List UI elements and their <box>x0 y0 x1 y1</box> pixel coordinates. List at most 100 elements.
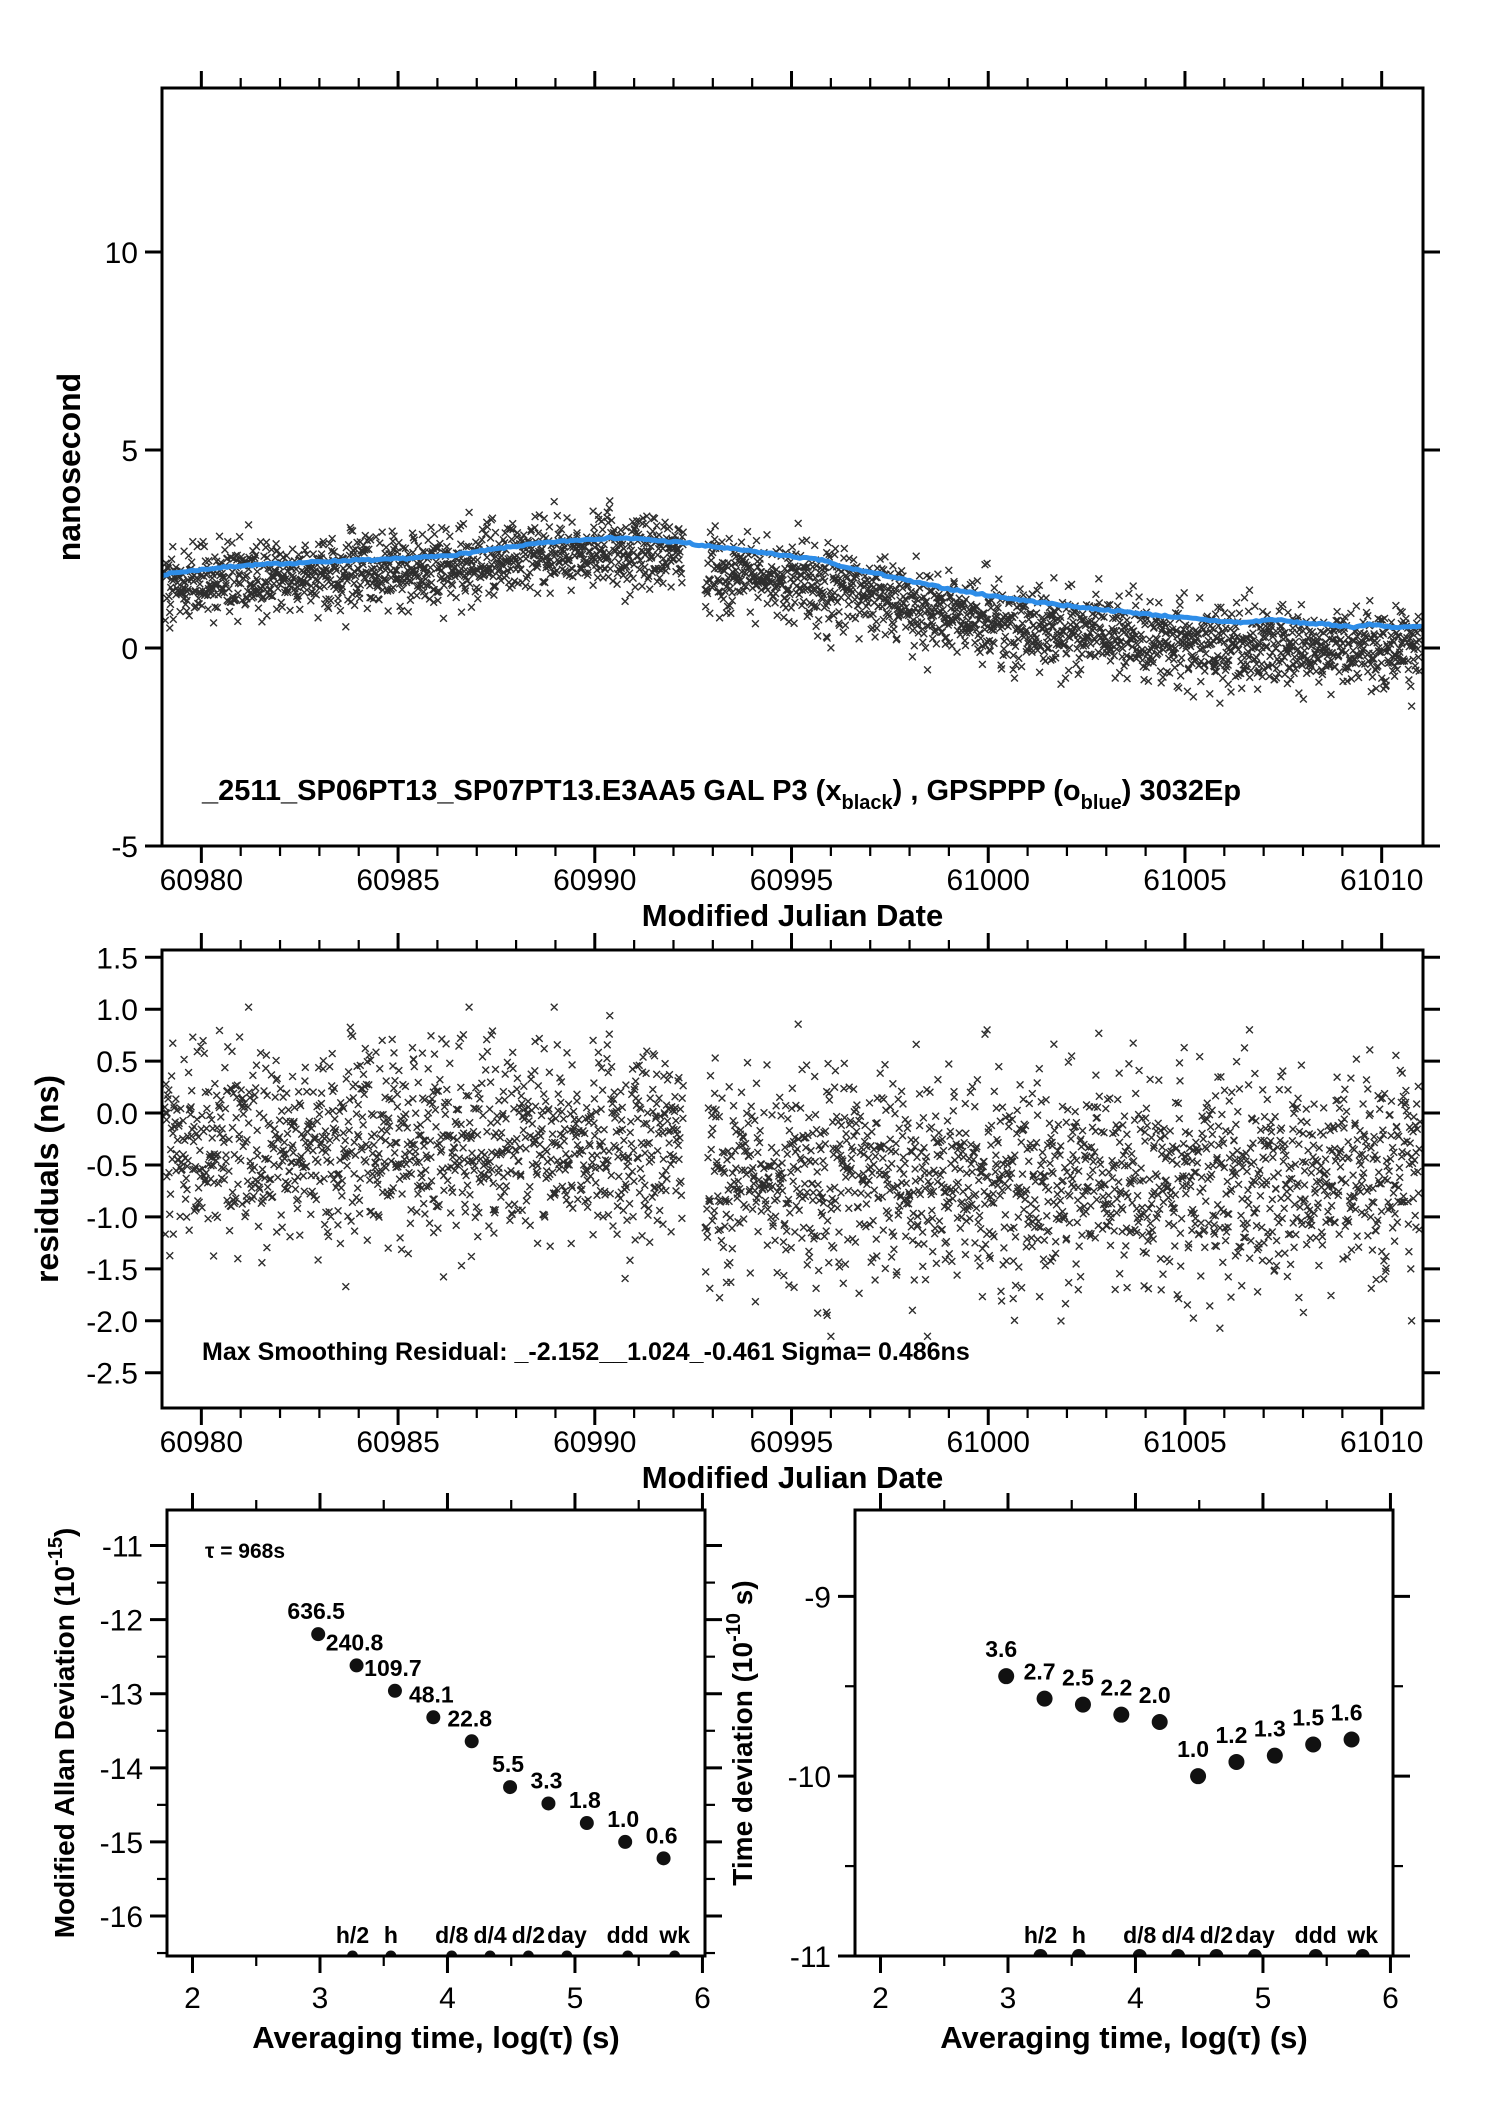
y-tick-label: 0 <box>121 633 138 666</box>
x-tick-label: 61010 <box>1340 1426 1423 1459</box>
mdev-point-label: 0.6 <box>646 1822 678 1848</box>
panel-top-data: _2511_SP06PT13_SP07PT13.E3AA5 GAL P3 (xb… <box>160 497 1424 814</box>
x-tick-label: 61005 <box>1143 1426 1226 1459</box>
tau-marker-label: day <box>547 1922 587 1948</box>
x-tick-label: 60990 <box>553 864 636 897</box>
tau-marker-label: d/4 <box>473 1922 506 1948</box>
mdev-point <box>618 1834 633 1849</box>
x-tick-label: 60980 <box>160 864 243 897</box>
tdev-point <box>1266 1747 1283 1764</box>
y-tick-label: 1.0 <box>96 994 138 1027</box>
panel-frame <box>160 86 1425 848</box>
tau-marker-label: d/2 <box>512 1922 545 1948</box>
y-tick-label: -13 <box>100 1679 143 1712</box>
tau-marker-label: h/2 <box>336 1922 369 1948</box>
x-tick-label: 60980 <box>160 1426 243 1459</box>
x-tick-label: 4 <box>439 1982 456 2015</box>
x-tick-label: 60995 <box>750 1426 833 1459</box>
mdev-point-label: 48.1 <box>409 1681 454 1707</box>
x-tick-label: 6 <box>1382 1982 1399 2015</box>
mdev-point <box>426 1710 441 1725</box>
y-tick-label: -1.0 <box>86 1202 138 1235</box>
tdev-point <box>1036 1690 1053 1707</box>
tau-marker-label: wk <box>658 1922 690 1948</box>
tdev-point-label: 2.5 <box>1062 1665 1094 1691</box>
x-tick-label: 3 <box>312 1982 329 2015</box>
tau-marker-label: d/4 <box>1161 1922 1194 1948</box>
tau-marker-label: h/2 <box>1024 1922 1057 1948</box>
mdev-point-label: 109.7 <box>364 1655 422 1681</box>
panel-frame <box>853 1508 1395 1958</box>
x-tick-label: 60985 <box>356 1426 439 1459</box>
mdev-point-label: 240.8 <box>326 1629 384 1655</box>
mdev-point <box>579 1816 594 1831</box>
x-axis-title: Modified Julian Date <box>642 1460 943 1495</box>
y-tick-label: -11 <box>790 1941 831 1974</box>
mdev-point <box>503 1780 518 1795</box>
residuals-scatter-points <box>160 1003 1424 1341</box>
gpsppp-smoothed-line <box>161 534 1423 631</box>
x-tick-label: 5 <box>1255 1982 1272 2015</box>
tau-marker-label: d/8 <box>435 1922 468 1948</box>
y-axis-title: nanosecond <box>51 373 87 561</box>
y-tick-label: -9 <box>804 1581 831 1614</box>
mdev-point-label: 3.3 <box>530 1767 562 1793</box>
tdev-point-label: 2.2 <box>1100 1675 1132 1701</box>
tau-marker-label: ddd <box>1295 1922 1337 1948</box>
x-tick-label: 60985 <box>356 864 439 897</box>
mdev-point-label: 1.8 <box>569 1787 601 1813</box>
tdev-point <box>1074 1696 1091 1713</box>
panel-axes-residuals: 60980 60985 60990 60995 61000 61005 61010 1.5 1.… <box>29 933 1440 1495</box>
panel-axes-tdev: 2 3 4 5 6 -9 -10 -11 Averaging time, log(τ) (s) T… <box>723 1493 1410 2055</box>
mdev-point-label: 636.5 <box>287 1598 345 1624</box>
tdev-point-label: 1.3 <box>1254 1716 1286 1742</box>
x-tick-label: 6 <box>694 1982 711 2015</box>
tdev-point <box>1190 1768 1207 1785</box>
x-axis-title: Averaging time, log(τ) (s) <box>940 2020 1308 2055</box>
tdev-point-label: 2.0 <box>1139 1682 1171 1708</box>
tdev-point <box>1228 1753 1245 1770</box>
mdev-point-label: 5.5 <box>492 1751 524 1777</box>
tau-marker-dot <box>1308 1949 1323 1956</box>
tdev-point-label: 3.6 <box>985 1636 1017 1662</box>
panel-residuals-data: Max Smoothing Residual: _-2.152__1.024_-… <box>160 1003 1424 1366</box>
y-tick-label: -2.0 <box>86 1306 138 1339</box>
tau-marker-dot <box>1071 1949 1086 1956</box>
mdev-point-label: 1.0 <box>607 1806 639 1832</box>
mdev-point <box>464 1734 479 1749</box>
mdev-point <box>349 1658 364 1673</box>
y-tick-label: -11 <box>102 1531 143 1564</box>
tau-marker-dot <box>1209 1949 1224 1956</box>
mdev-point-label: 22.8 <box>447 1705 492 1731</box>
x-tick-label: 61005 <box>1143 864 1226 897</box>
x-tick-label: 60995 <box>750 864 833 897</box>
mdev-point <box>387 1683 402 1698</box>
y-axis-title: Time deviation (10-10 s) <box>723 1580 758 1885</box>
y-tick-label: -14 <box>100 1753 143 1786</box>
x-tick-label: 2 <box>872 1982 889 2015</box>
y-tick-label: -10 <box>788 1761 831 1794</box>
x-tick-label: 4 <box>1127 1982 1144 2015</box>
x-axis-title: Modified Julian Date <box>642 898 943 933</box>
tdev-point-label: 1.0 <box>1177 1736 1209 1762</box>
tdev-point-label: 1.6 <box>1331 1699 1363 1725</box>
tdev-point-label: 2.7 <box>1024 1659 1056 1685</box>
tau-marker-label: ddd <box>607 1922 649 1948</box>
tau-marker-label: h <box>384 1922 398 1948</box>
x-tick-label: 2 <box>184 1982 201 2015</box>
y-tick-label: -1.5 <box>86 1254 138 1287</box>
tau-marker-label: d/2 <box>1200 1922 1233 1948</box>
y-tick-label: 1.5 <box>96 942 138 975</box>
x-axis-title: Averaging time, log(τ) (s) <box>252 2020 620 2055</box>
y-tick-label: 0.0 <box>96 1098 138 1131</box>
y-axis-title: Modified Allan Deviation (10-15) <box>45 1528 80 1939</box>
tau-marker-label: wk <box>1346 1922 1378 1948</box>
y-tick-label: -0.5 <box>86 1150 138 1183</box>
y-tick-label: 10 <box>105 237 138 270</box>
panel-axes-mdev: 2 3 4 5 6 -11 -12 -13 -14 -15 -16 Averaging time, l… <box>45 1493 722 2055</box>
panel-frame <box>160 948 1425 1410</box>
mdev-annotation: τ = 968s <box>205 1540 285 1563</box>
